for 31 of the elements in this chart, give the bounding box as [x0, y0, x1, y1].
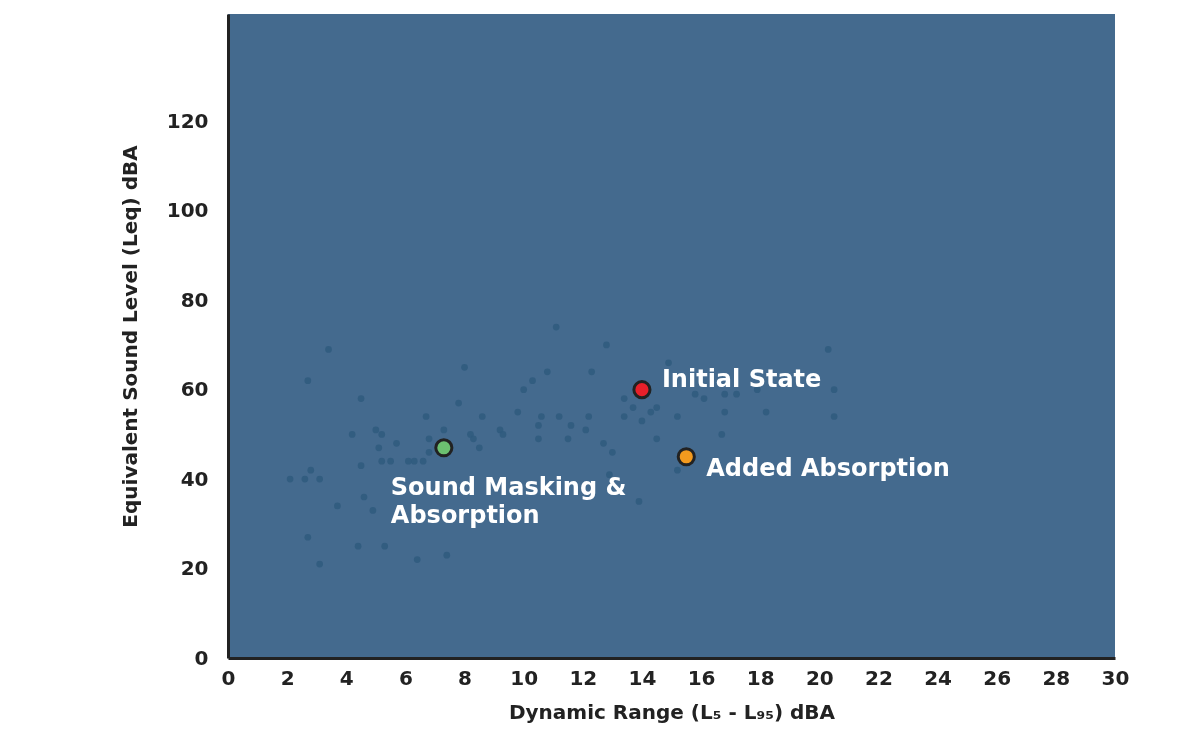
point: [676, 447, 696, 467]
series-label: Added Absorption: [706, 453, 950, 482]
y-tick-label: 120: [166, 108, 209, 133]
x-tick-label: 18: [746, 665, 775, 690]
x-tick-label: 26: [983, 665, 1012, 690]
x-tick-label: 28: [1042, 665, 1071, 690]
x-tick-label: 24: [924, 665, 953, 690]
y-axis-title: Equivalent Sound Level (Leq) dBA: [117, 144, 142, 528]
y-tick-label: 0: [194, 645, 209, 670]
y-tick-label: 100: [166, 198, 209, 223]
x-tick-label: 6: [398, 665, 413, 690]
y-tick-label: 60: [180, 377, 209, 402]
x-tick-label: 8: [458, 665, 472, 690]
y-tick-label: 80: [180, 287, 209, 312]
point: [632, 380, 652, 400]
y-tick-label: 40: [180, 466, 209, 491]
x-tick-label: 10: [510, 665, 539, 690]
text: Sound Masking & Absorption: [390, 472, 627, 529]
x-tick-label: 16: [687, 665, 716, 690]
x-tick-label: 12: [569, 665, 598, 690]
x-axis-title: Dynamic Range (L₅ - L₉₅) dBA: [508, 699, 836, 724]
x-tick-label: 0: [221, 665, 236, 690]
x-tick-label: 30: [1101, 665, 1130, 690]
x-tick-label: 22: [865, 665, 893, 690]
x-tick-label: 2: [280, 665, 295, 690]
series-label: Initial State: [661, 364, 822, 393]
point: [434, 438, 454, 458]
y-tick-label: 20: [180, 556, 209, 581]
x-tick-label: 20: [805, 665, 834, 690]
x-tick-label: 14: [628, 665, 657, 690]
x-tick-label: 4: [339, 665, 354, 690]
